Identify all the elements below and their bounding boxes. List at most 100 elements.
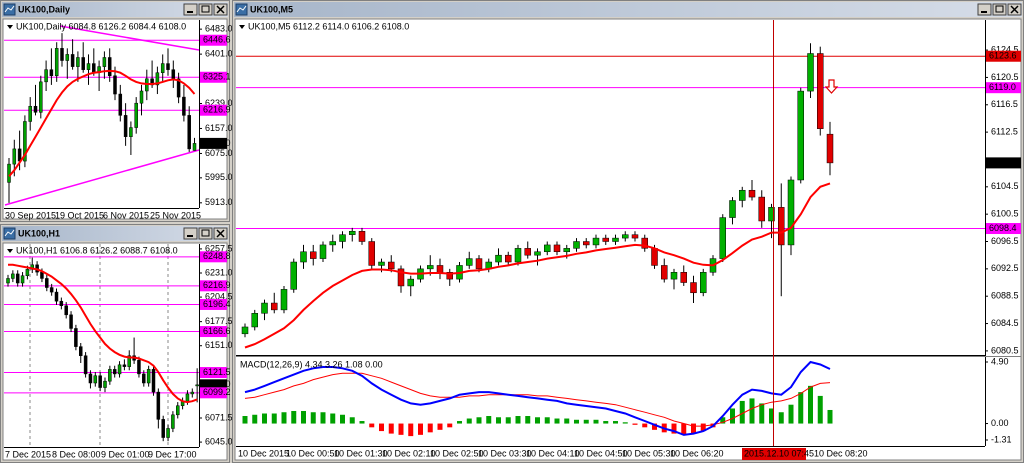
- candle-body: [137, 360, 141, 375]
- macd-histogram-bar: [515, 416, 521, 424]
- x-tick-label: 10 Dec 06:20: [670, 448, 724, 458]
- candle-body: [182, 96, 186, 116]
- candle-body: [45, 278, 49, 288]
- candle-body: [70, 54, 75, 67]
- minimize-button[interactable]: [977, 3, 992, 16]
- candle-body: [329, 241, 336, 246]
- x-tick-label: 10 Dec 2015: [238, 448, 289, 458]
- chart-info: UK100,M5 6112.2 6114.0 6106.2 6108.0: [248, 21, 409, 31]
- macd-histogram-bar: [788, 404, 794, 424]
- macd-histogram-bar: [340, 414, 345, 424]
- price-level-label: 6166.6: [203, 326, 231, 336]
- macd-histogram-bar: [349, 417, 355, 424]
- candle-body: [319, 244, 327, 259]
- macd-line: [244, 360, 831, 436]
- y-tick-label: 6075.0: [205, 148, 233, 158]
- candle-body: [622, 234, 629, 239]
- candle-body: [466, 258, 473, 266]
- candle-body: [25, 269, 30, 276]
- x-tick-label: 10 Dec 08:20: [814, 448, 868, 458]
- macd-histogram-bar: [525, 416, 531, 424]
- candle-body: [826, 133, 834, 164]
- macd-histogram-bar: [271, 413, 277, 424]
- candle-body: [160, 63, 165, 73]
- button-glyph: [1010, 5, 1019, 14]
- candle-body: [388, 261, 395, 270]
- y-tick-label: 6401.0: [205, 49, 233, 59]
- button-glyph: [216, 5, 225, 14]
- x-tick-label: 10 Dec 04:10: [526, 448, 580, 458]
- y-tick-label: 6231.0: [205, 267, 233, 277]
- candle-body: [15, 273, 20, 284]
- info-toggle[interactable]: [239, 25, 245, 29]
- minimize-button[interactable]: [183, 227, 198, 240]
- y-tick-label: 6204.5: [205, 291, 233, 301]
- macd-histogram-bar: [749, 398, 755, 424]
- macd-histogram-bar: [330, 413, 336, 424]
- window-title: UK100,H1: [18, 228, 60, 238]
- button-glyph: [201, 229, 210, 237]
- y-tick-label: 6104.5: [991, 181, 1019, 191]
- macd-histogram-bar: [505, 417, 511, 424]
- y-tick-label: 6100.5: [991, 209, 1019, 219]
- candle-body: [54, 48, 59, 77]
- candle-body: [407, 278, 414, 287]
- y-tick-label: 6124.5: [991, 44, 1019, 54]
- info-toggle[interactable]: [7, 25, 13, 29]
- chart-info: UK100,H1 6106.8 6126.2 6088.7 6108.0: [16, 245, 178, 255]
- price-level-label: 6325.1: [203, 72, 231, 82]
- x-tick-label: 8 Dec 08:00: [52, 449, 101, 459]
- maximize-button[interactable]: [992, 3, 1007, 16]
- candle-body: [631, 234, 639, 239]
- candle-body: [192, 143, 197, 151]
- minimize-button[interactable]: [183, 3, 198, 16]
- candle-body: [102, 57, 107, 67]
- candle-body: [12, 148, 17, 165]
- y2-tick-label: -1.31: [991, 434, 1012, 444]
- candle-body: [151, 369, 156, 393]
- candle-body: [155, 72, 160, 86]
- button-glyph: [995, 5, 1004, 13]
- price-level-tag: [200, 387, 227, 399]
- macd-histogram-bar: [632, 423, 638, 425]
- candle-body: [592, 237, 600, 246]
- macd-histogram-bar: [730, 408, 735, 424]
- candle-body: [103, 380, 107, 388]
- maximize-button[interactable]: [198, 3, 213, 16]
- macd-histogram-bar: [574, 419, 579, 424]
- candle-body: [680, 272, 687, 283]
- macd-histogram-bar: [252, 414, 258, 424]
- y-tick-label: 6080.5: [991, 345, 1019, 355]
- info-toggle[interactable]: [7, 249, 13, 253]
- candle-body: [641, 237, 648, 249]
- candle-body: [11, 273, 15, 279]
- candle-body: [495, 254, 502, 263]
- price-level-label: 6121.5: [203, 367, 231, 377]
- price-level-tag: [200, 34, 227, 46]
- candle-body: [83, 355, 88, 375]
- candle-body: [739, 189, 746, 201]
- macd-histogram-bar: [310, 412, 316, 424]
- price-level-tag: [200, 280, 227, 292]
- candle-body: [156, 391, 161, 420]
- candle-body: [176, 405, 180, 416]
- trend-line: [4, 149, 200, 206]
- candle-body: [690, 282, 697, 294]
- candle-body: [397, 268, 405, 287]
- candle-body: [563, 248, 570, 253]
- candle-body: [241, 326, 249, 335]
- candle-body: [17, 148, 22, 162]
- macd-histogram-bar: [642, 423, 648, 428]
- candle-body: [166, 428, 170, 438]
- macd-histogram-bar: [817, 395, 823, 424]
- x-tick-label: 10 Dec 01:30: [334, 448, 388, 458]
- candle-body: [39, 81, 43, 113]
- y-tick-label: 6120.5: [991, 72, 1019, 82]
- macd-histogram-bar: [418, 423, 423, 435]
- x-tick-label: 30 Sep 2015: [5, 210, 56, 220]
- maximize-button[interactable]: [198, 227, 213, 240]
- macd-histogram-bar: [769, 408, 774, 424]
- price-level-label: 6108.0: [203, 138, 231, 148]
- macd-histogram-bar: [408, 423, 414, 437]
- y-tick-label: 6045.0: [205, 436, 233, 446]
